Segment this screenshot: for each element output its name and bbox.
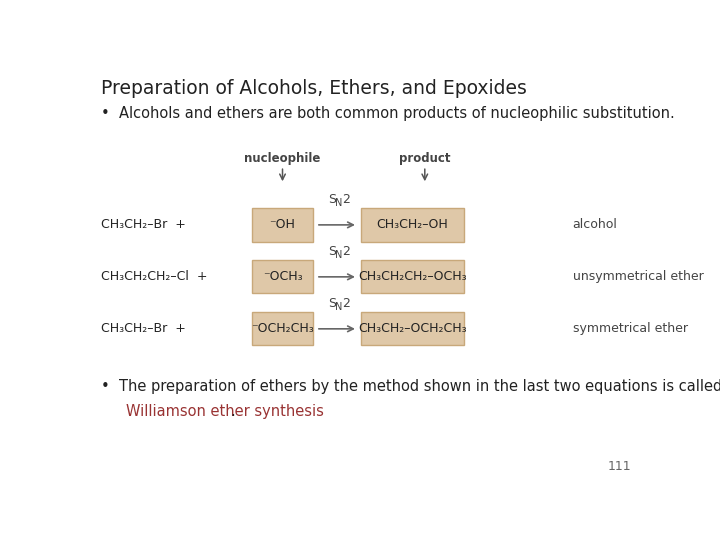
Text: alcohol: alcohol — [572, 218, 618, 231]
Text: S: S — [328, 245, 336, 258]
Text: product: product — [399, 152, 451, 165]
Text: unsymmetrical ether: unsymmetrical ether — [572, 271, 703, 284]
Text: N: N — [335, 302, 342, 312]
Text: Preparation of Alcohols, Ethers, and Epoxides: Preparation of Alcohols, Ethers, and Epo… — [101, 79, 527, 98]
Text: •  Alcohols and ethers are both common products of nucleophilic substitution.: • Alcohols and ethers are both common pr… — [101, 106, 675, 122]
Text: S: S — [328, 297, 336, 310]
Text: CH₃CH₂–Br  +: CH₃CH₂–Br + — [101, 322, 186, 335]
Text: N: N — [335, 198, 342, 208]
FancyBboxPatch shape — [252, 312, 313, 346]
Text: 2: 2 — [342, 193, 350, 206]
Text: CH₃CH₂–OCH₂CH₃: CH₃CH₂–OCH₂CH₃ — [358, 322, 467, 335]
Text: ⁻OCH₃: ⁻OCH₃ — [263, 271, 302, 284]
Text: 2: 2 — [342, 245, 350, 258]
FancyBboxPatch shape — [361, 208, 464, 241]
FancyBboxPatch shape — [252, 208, 313, 241]
Text: ⁻OCH₂CH₃: ⁻OCH₂CH₃ — [251, 322, 314, 335]
Text: CH₃CH₂–OH: CH₃CH₂–OH — [377, 218, 448, 231]
Text: ⁻OH: ⁻OH — [269, 218, 295, 231]
Text: •  The preparation of ethers by the method shown in the last two equations is ca: • The preparation of ethers by the metho… — [101, 379, 720, 394]
Text: CH₃CH₂CH₂–OCH₃: CH₃CH₂CH₂–OCH₃ — [358, 271, 467, 284]
Text: symmetrical ether: symmetrical ether — [572, 322, 688, 335]
Text: S: S — [328, 193, 336, 206]
Text: nucleophile: nucleophile — [244, 152, 320, 165]
Text: .: . — [230, 404, 235, 418]
Text: N: N — [335, 250, 342, 260]
Text: CH₃CH₂CH₂–Cl  +: CH₃CH₂CH₂–Cl + — [101, 271, 207, 284]
Text: CH₃CH₂–Br  +: CH₃CH₂–Br + — [101, 218, 186, 231]
Text: Williamson ether synthesis: Williamson ether synthesis — [126, 404, 324, 418]
FancyBboxPatch shape — [252, 260, 313, 294]
FancyBboxPatch shape — [361, 312, 464, 346]
Text: 2: 2 — [342, 297, 350, 310]
Text: 111: 111 — [608, 460, 631, 473]
FancyBboxPatch shape — [361, 260, 464, 294]
